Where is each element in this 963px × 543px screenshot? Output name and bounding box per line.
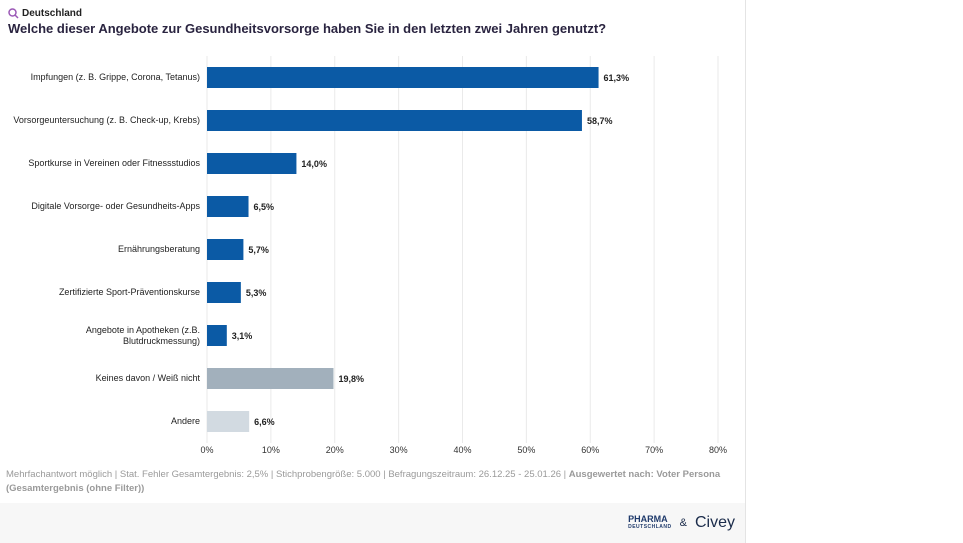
value-label: 61,3%: [604, 73, 630, 83]
bar: [207, 153, 297, 174]
value-label: 19,8%: [338, 374, 364, 384]
bar: [207, 411, 250, 432]
branding: PHARMA DEUTSCHLAND & Civey: [628, 514, 735, 532]
footer-note: Mehrfachantwort möglich | Stat. Fehler G…: [6, 468, 736, 496]
bar: [207, 368, 334, 389]
chart: 0% 10% 20% 30% 40% 50% 60% 70% 80% 61,3% 58,7% 14,0…: [200, 56, 727, 455]
value-label: 14,0%: [301, 159, 327, 169]
bar: [207, 110, 582, 131]
category-label: Ernährungsberatung: [117, 244, 200, 254]
evaluated: Ausgewertet nach: Voter Persona (Gesamte…: [6, 469, 721, 494]
value-label: 6,5%: [254, 202, 275, 212]
value-label: 58,7%: [587, 116, 613, 126]
chart-title: Welche dieser Angebote zur Gesundheitsvo…: [8, 21, 607, 36]
x-tick-label: 10%: [262, 445, 280, 455]
category-label: Zertifizierte Sport-Präventionskurse: [58, 287, 200, 297]
search-icon: [8, 8, 19, 19]
value-label: 3,1%: [232, 331, 253, 341]
note: Mehrfachantwort möglich | Stat. Fehler G…: [6, 469, 567, 480]
pharma-sub: DEUTSCHLAND: [628, 524, 672, 530]
category-label: Sportkurse in Vereinen oder Fitnessstudi…: [28, 158, 200, 168]
category-label: Vorsorgeuntersuchung (z. B. Check-up, Kr…: [13, 115, 200, 125]
category-label: Impfungen (z. B. Grippe, Corona, Tetanus…: [30, 72, 200, 82]
bar: [207, 67, 599, 88]
amp: &: [679, 517, 687, 529]
category-label: Digitale Vorsorge- oder Gesundheits-Apps: [31, 201, 200, 211]
bar: [207, 196, 249, 217]
x-tick-label: 0%: [200, 445, 213, 455]
x-tick-label: 50%: [517, 445, 535, 455]
civey-logo: Civey: [694, 514, 735, 531]
x-tick-label: 70%: [645, 445, 663, 455]
pharma: PHARMA: [628, 514, 668, 524]
card: Deutschland Welche dieser Angebote zur G…: [0, 0, 746, 543]
x-tick-label: 30%: [390, 445, 408, 455]
value-label: 5,3%: [246, 288, 267, 298]
value-label: 6,6%: [254, 417, 275, 427]
x-tick-label: 60%: [581, 445, 599, 455]
region: Deutschland: [22, 8, 83, 19]
x-tick-label: 40%: [453, 445, 471, 455]
category-label: Keines davon / Weiß nicht: [95, 373, 200, 383]
category-label: Angebote in Apotheken (z.B. Blutdruckmes…: [85, 324, 200, 346]
bar: [207, 325, 227, 346]
bar: [207, 282, 241, 303]
category-label: Andere: [170, 416, 200, 426]
x-tick-label: 20%: [326, 445, 344, 455]
footer-strip: PHARMA DEUTSCHLAND & Civey: [0, 503, 745, 543]
bar: [207, 239, 244, 260]
value-label: 5,7%: [248, 245, 269, 255]
pharma-logo: PHARMA DEUTSCHLAND: [628, 515, 672, 531]
x-tick-label: 80%: [709, 445, 727, 455]
